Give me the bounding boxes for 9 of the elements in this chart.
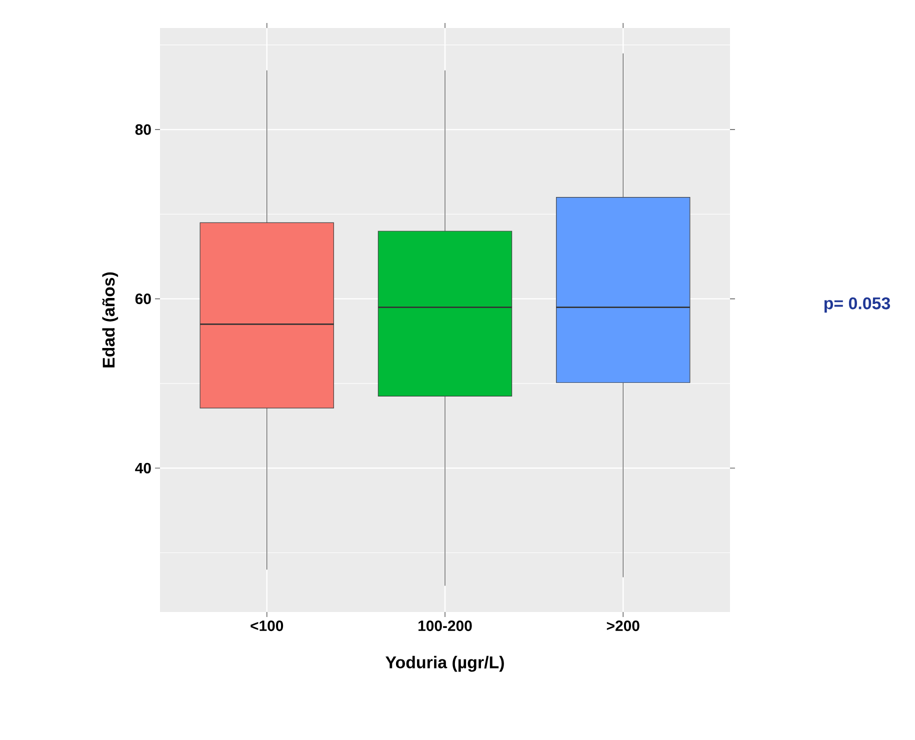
y-axis-title: Edad (años) xyxy=(102,272,118,368)
x-tick-label: >200 xyxy=(606,620,640,632)
text: p= 0.053 xyxy=(824,297,890,313)
y-tick-label: 60 xyxy=(135,294,151,304)
y-tick-label: 80 xyxy=(135,124,151,135)
x-axis-title: Yoduria (µgr/L) xyxy=(386,656,504,672)
x-tick-label: 100-200 xyxy=(418,620,472,632)
y-tick-label: 40 xyxy=(135,462,151,474)
x-tick-label: <100 xyxy=(250,620,284,632)
